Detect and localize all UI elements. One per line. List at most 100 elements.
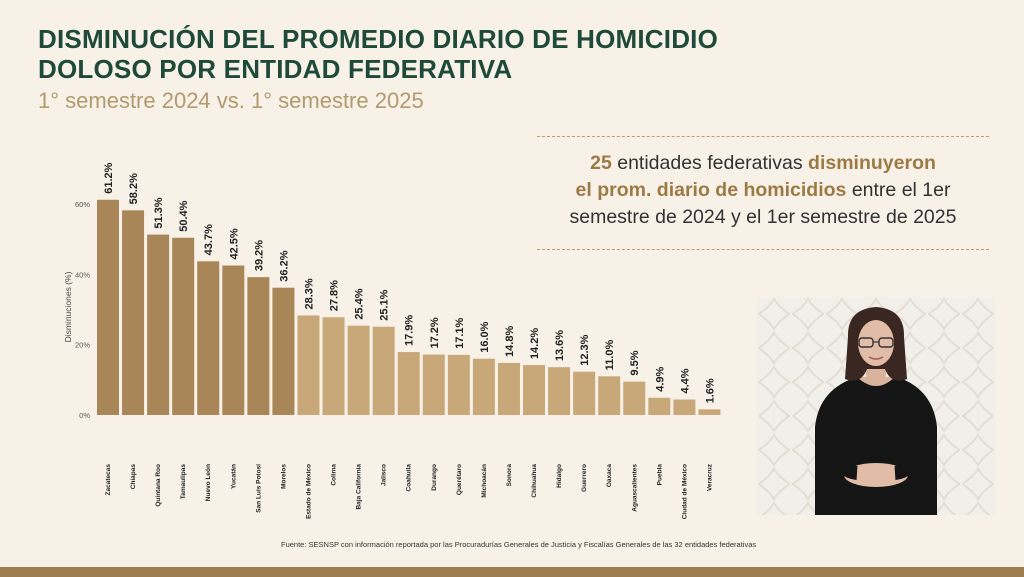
category-label: Colima — [331, 464, 338, 486]
data-label: 25.1% — [379, 289, 391, 320]
data-label: 51.3% — [153, 197, 165, 228]
category-labels: Zacatecas Chiapas Quintana Roo Tamaulipas Nu… — [105, 463, 713, 519]
data-label: 36.2% — [278, 250, 290, 281]
bar — [222, 265, 245, 415]
data-label: 17.2% — [429, 317, 441, 348]
data-label: 1.6% — [704, 378, 716, 403]
page-title: DISMINUCIÓN DEL PROMEDIO DIARIO DE HOMIC… — [38, 24, 718, 84]
title-line-2: DOLOSO POR ENTIDAD FEDERATIVA — [38, 54, 513, 84]
y-tick-label: 0% — [79, 411, 90, 420]
bar — [372, 326, 395, 415]
bar — [447, 354, 470, 415]
y-tick-label: 60% — [75, 200, 90, 209]
callout-number: 25 — [590, 152, 612, 174]
callout-text-2: entre el 1er — [846, 179, 951, 201]
category-label: Estado de México — [305, 464, 312, 519]
bar — [297, 315, 320, 415]
data-label: 14.2% — [529, 328, 541, 359]
callout-text-3: semestre de 2024 y el 1er semestre de 20… — [569, 206, 957, 228]
callout-text: 25 entidades federativas disminuyeron el… — [537, 150, 989, 231]
callout-highlight-1: disminuyeron — [808, 152, 936, 174]
category-label: Guerrero — [581, 464, 588, 492]
data-label: 58.2% — [128, 173, 140, 204]
value-labels: 61.2% 58.2% 51.3% 50.4% 43.7% 42.5% 39.2% 36.2%… — [103, 162, 716, 403]
bar — [598, 376, 621, 415]
category-label: Jalisco — [381, 464, 388, 486]
bar — [122, 210, 145, 415]
bar — [172, 237, 195, 415]
bar — [573, 371, 596, 415]
category-label: Ciudad de México — [681, 464, 688, 519]
category-label: Morelos — [280, 464, 287, 489]
data-label: 61.2% — [103, 162, 115, 193]
data-label: 27.8% — [329, 280, 341, 311]
y-tick-label: 20% — [75, 341, 90, 350]
bar — [347, 325, 370, 415]
data-label: 28.3% — [303, 278, 315, 309]
category-label: Hidalgo — [556, 464, 563, 488]
category-label: Coahuila — [406, 464, 413, 492]
category-label: Aguascalientes — [631, 464, 638, 512]
bar — [422, 354, 445, 415]
data-label: 17.9% — [404, 315, 416, 346]
category-label: Chiapas — [130, 464, 137, 490]
data-label: 9.5% — [629, 350, 641, 375]
bottom-accent-bar — [0, 567, 1024, 577]
category-label: Baja California — [356, 464, 363, 510]
category-label: Durango — [431, 464, 438, 491]
bar — [272, 287, 295, 415]
interpreter-image — [757, 297, 995, 515]
data-label: 14.8% — [504, 326, 516, 357]
category-label: Zacatecas — [105, 464, 112, 496]
category-label: San Luis Potosí — [255, 464, 262, 513]
summary-callout: 25 entidades federativas disminuyeron el… — [537, 136, 989, 250]
y-ticks: 0% 20% 40% 60% — [75, 200, 90, 420]
callout-text-1: entidades federativas — [611, 152, 809, 174]
category-label: Querétaro — [456, 464, 463, 495]
data-label: 11.0% — [604, 340, 616, 371]
category-label: Yucatán — [230, 464, 237, 489]
data-label: 16.0% — [479, 321, 491, 352]
bar — [523, 365, 546, 415]
data-label: 50.4% — [178, 200, 190, 231]
y-tick-label: 40% — [75, 270, 90, 279]
data-label: 25.4% — [354, 288, 366, 319]
bar — [247, 277, 270, 415]
data-label: 42.5% — [228, 228, 240, 259]
category-label: Nuevo León — [205, 464, 212, 501]
bar — [623, 381, 646, 415]
bar — [548, 367, 571, 415]
category-label: Veracruz — [706, 463, 713, 491]
bar — [322, 317, 345, 415]
title-line-1: DISMINUCIÓN DEL PROMEDIO DIARIO DE HOMIC… — [38, 24, 719, 54]
source-note: Fuente: SESNSP con información reportada… — [281, 540, 757, 549]
data-label: 13.6% — [554, 330, 566, 361]
category-label: Chihuahua — [531, 464, 538, 498]
data-label: 43.7% — [203, 224, 215, 255]
y-axis-label: Disminuciones (%) — [63, 271, 73, 342]
bar — [698, 409, 721, 415]
category-label: Michoacán — [481, 464, 488, 498]
data-label: 4.4% — [679, 368, 691, 393]
bar — [147, 234, 170, 415]
bar — [397, 352, 420, 415]
bars — [97, 199, 721, 415]
category-label: Oaxaca — [606, 464, 613, 488]
bar — [197, 261, 220, 415]
page-subtitle: 1° semestre 2024 vs. 1° semestre 2025 — [38, 88, 424, 113]
bar — [497, 362, 520, 415]
category-label: Quintana Roo — [155, 464, 162, 507]
data-label: 39.2% — [253, 240, 265, 271]
category-label: Puebla — [656, 464, 663, 486]
data-label: 12.3% — [579, 334, 591, 365]
callout-highlight-2: el prom. diario de homicidios — [575, 179, 847, 201]
bar — [648, 397, 671, 415]
data-label: 4.9% — [654, 366, 666, 391]
data-label: 17.1% — [454, 317, 466, 348]
category-label: Sonora — [506, 464, 513, 487]
sign-language-interpreter-video — [757, 297, 995, 515]
bar — [472, 358, 495, 415]
bar — [673, 399, 696, 415]
bar — [97, 199, 119, 415]
